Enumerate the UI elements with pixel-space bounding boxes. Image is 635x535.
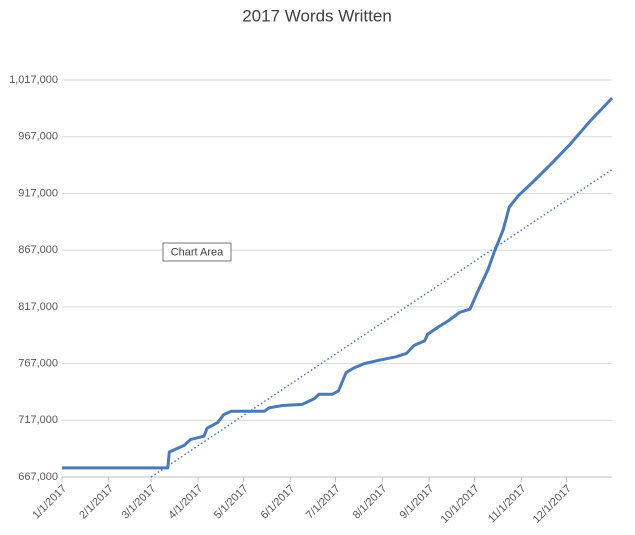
x-tick-label: 5/1/2017: [212, 483, 251, 522]
x-tick-label: 11/1/2017: [486, 483, 529, 526]
y-tick-label: 1,017,000: [9, 74, 58, 86]
tooltip: Chart Area: [162, 242, 232, 262]
x-tick-label: 3/1/2017: [120, 483, 159, 522]
x-tick-label: 4/1/2017: [166, 483, 205, 522]
x-tick-label: 9/1/2017: [398, 483, 437, 522]
y-tick-label: 767,000: [18, 357, 58, 369]
y-tick-label: 817,000: [18, 301, 58, 313]
data-line: [62, 97, 614, 470]
y-tick-label: 667,000: [18, 471, 58, 483]
tooltip-box: [162, 242, 232, 262]
x-tick-label: 1/1/2017: [30, 483, 69, 522]
chart-title: 2017 Words Written: [242, 6, 392, 25]
trend-line: [150, 168, 613, 478]
y-tick-label: 867,000: [18, 244, 58, 256]
x-tick-label: 8/1/2017: [351, 483, 390, 522]
x-tick-label: 6/1/2017: [259, 483, 298, 522]
y-tick-label: 967,000: [18, 131, 58, 143]
x-tick-label: 12/1/2017: [531, 483, 574, 526]
tooltip-text: Chart Area: [171, 246, 224, 258]
x-tick-label: 10/1/2017: [439, 483, 482, 526]
y-tick-label: 917,000: [18, 187, 58, 199]
x-tick-label: 2/1/2017: [77, 483, 116, 522]
y-tick-label: 717,000: [18, 414, 58, 426]
x-tick-label: 7/1/2017: [304, 483, 343, 522]
